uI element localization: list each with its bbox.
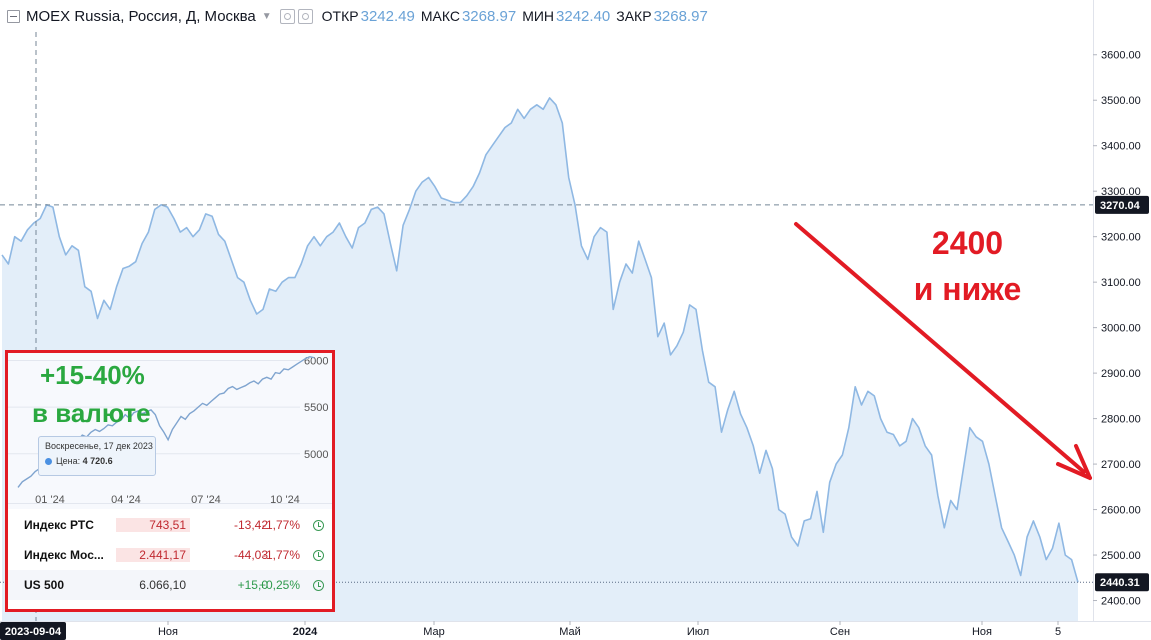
y-tick-label: 2900.00 [1101, 368, 1141, 380]
target-annotation-line2: и ниже [913, 271, 1022, 308]
crosshair-date-badge [0, 622, 66, 640]
tooltip-price-label: Цена: [56, 456, 81, 466]
inset-x-tick-label: 10 '24 [270, 494, 300, 506]
eye-icon[interactable] [279, 8, 295, 24]
x-tick-label: 2023-09-04 [5, 626, 62, 638]
quote-price: 2.441,17 [116, 548, 190, 562]
y-tick-label: 3100.00 [1101, 277, 1141, 289]
table-row[interactable]: Индекс Мос... 2.441,17 -44,03 -1,77% [8, 540, 332, 570]
settings-icon[interactable] [297, 8, 313, 24]
y-tick-label: 2700.00 [1101, 459, 1141, 471]
target-annotation-line1: 2400 [931, 225, 1004, 261]
quote-percent: +0,25% [258, 578, 300, 592]
y-tick-label: 3400.00 [1101, 141, 1141, 153]
quote-change: -13,42 [233, 518, 268, 532]
chevron-down-icon[interactable]: ▼ [261, 10, 272, 22]
quote-percent: -1,77% [261, 548, 300, 562]
quotes-table: Индекс РТС 743,51 -13,42 -1,77% Индекс М… [8, 510, 332, 600]
open-value: 3242.49 [360, 7, 415, 25]
inset-x-tick-label: 07 '24 [191, 494, 221, 506]
inset-panel: 6000 5500 5000 01 '24 04 '24 07 '24 10 '24 +15… [5, 350, 335, 612]
open-label: ОТКР [321, 8, 359, 24]
crosshair-price-badge [1095, 195, 1149, 214]
quote-name: US 500 [24, 578, 65, 592]
inset-y-tick-label: 6000 [304, 355, 328, 367]
table-row[interactable]: Индекс РТС 743,51 -13,42 -1,77% [8, 510, 332, 540]
high-label: МАКС [420, 8, 460, 24]
fx-annotation-line2: в валюте [32, 397, 151, 428]
clock-icon [313, 549, 324, 561]
inset-x-tick-label: 04 '24 [111, 494, 141, 506]
low-value: 3242.40 [556, 7, 611, 25]
y-tick-label: 2400.00 [1101, 596, 1141, 608]
quote-price: 743,51 [116, 518, 190, 532]
x-tick-label: Ноя [158, 626, 178, 638]
x-tick-label: Мар [423, 626, 445, 638]
arrow-shaft [794, 222, 1086, 474]
inset-background [8, 353, 332, 509]
series-line [1, 97, 1079, 583]
inset-x-tick-label: 01 '24 [35, 494, 65, 506]
quote-name: Индекс Мос... [24, 548, 104, 562]
close-value: 3268.97 [653, 7, 708, 25]
last-price-badge [1095, 573, 1149, 592]
arrow-head-icon [1056, 444, 1092, 480]
low-label: МИН [522, 8, 555, 24]
y-tick-label: 2500.00 [1101, 550, 1141, 562]
x-tick-label: Май [559, 626, 581, 638]
collapse-icon[interactable] [7, 9, 20, 23]
clock-icon [313, 579, 324, 591]
y-tick-label: 3500.00 [1101, 95, 1141, 107]
y-tick-label: 2800.00 [1101, 414, 1141, 426]
y-tick-label: 2600.00 [1101, 505, 1141, 517]
inset-y-tick-label: 5500 [304, 402, 328, 414]
crosshair-price-badge-label: 3270.04 [1100, 200, 1141, 212]
chart-header: MOEX Russia, Россия, Д, Москва ▼ ОТКР 32… [0, 0, 708, 32]
inset-y-tick-label: 5000 [304, 449, 328, 461]
x-tick-label: 5 [1055, 626, 1061, 638]
symbol-title[interactable]: MOEX Russia, Россия, Д, Москва [26, 7, 256, 25]
x-tick-label: Сен [830, 626, 850, 638]
fx-annotation-line1: +15-40% [40, 360, 145, 390]
tooltip-price: 4 720.6 [82, 456, 113, 466]
y-tick-label: 3600.00 [1101, 50, 1141, 62]
quote-change: +15,0 [237, 578, 268, 592]
quote-percent: -1,77% [261, 518, 300, 532]
last-price-badge-label: 2440.31 [1100, 577, 1140, 589]
target-annotation: 2400 и ниже [880, 220, 1055, 313]
fx-annotation: +15-40% в валюте [14, 357, 204, 432]
y-tick-label: 3300.00 [1101, 186, 1141, 198]
y-tick-label: 3000.00 [1101, 323, 1141, 335]
x-tick-label: Ноя [972, 626, 992, 638]
quote-change: -44,03 [233, 548, 268, 562]
x-tick-label: Июл [687, 626, 709, 638]
quote-name: Индекс РТС [24, 518, 94, 532]
table-row[interactable]: US 500 6.066,10 +15,0 +0,25% [8, 570, 332, 600]
close-label: ЗАКР [616, 8, 652, 24]
tooltip-date: Воскресенье, 17 дек 2023 [45, 441, 153, 451]
clock-icon [313, 519, 324, 531]
high-value: 3268.97 [461, 7, 517, 25]
quote-price: 6.066,10 [139, 578, 186, 592]
inset-chart[interactable]: 6000 5500 5000 01 '24 04 '24 07 '24 10 '24 [8, 353, 332, 509]
x-tick-label: 2024 [293, 626, 318, 638]
y-tick-label: 3200.00 [1101, 232, 1141, 244]
price-tooltip: Воскресенье, 17 дек 2023 Цена: 4 720.6 [38, 436, 156, 476]
series-dot-icon [45, 458, 52, 465]
